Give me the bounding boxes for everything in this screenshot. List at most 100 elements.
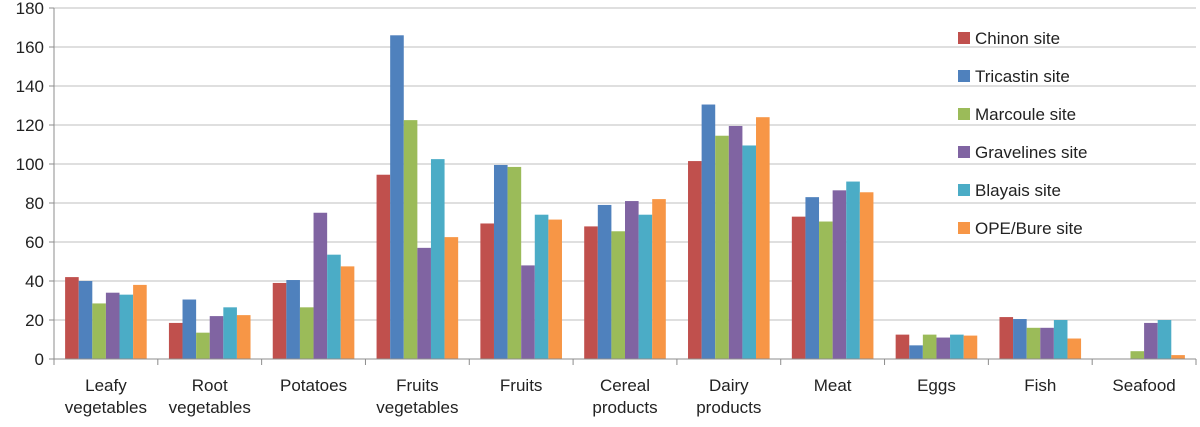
y-tick-label: 160 [16,38,44,57]
bar [909,345,923,359]
bar [895,334,910,359]
bar [791,216,806,359]
legend-swatch [958,146,970,158]
bar [950,334,964,359]
bar [390,35,404,360]
x-tick-label: Meat [814,376,852,395]
y-axis-ticks: 0 20 40 60 80 100 120 140 160 180 [16,0,44,369]
bar [236,315,251,359]
bar [756,117,770,359]
bar [78,281,93,359]
y-tick-label: 40 [25,272,44,291]
bar [1171,355,1185,359]
x-tick-label: Fruits [500,376,543,395]
bar [819,221,833,359]
bar [105,292,120,359]
bar [65,277,79,359]
bar [715,135,729,359]
x-tick-label: Potatoes [280,376,347,395]
bar [92,303,106,359]
bar [688,161,702,359]
bar [299,307,314,359]
bar [493,164,508,359]
bar [168,322,183,359]
bar [209,316,224,359]
bar [584,226,598,359]
x-tick-label: products [592,398,657,417]
bar [1130,351,1145,359]
bar [597,204,612,359]
bar [272,282,287,359]
bar [611,231,625,359]
legend-swatch [958,184,970,196]
bar [1013,319,1027,359]
bar [652,199,666,359]
legend-swatch [958,222,970,234]
legend-label: OPE/Bure site [975,219,1083,238]
axes [49,7,1197,365]
x-tick-label: Root [192,376,228,395]
bar [805,197,820,359]
x-tick-label: vegetables [376,398,458,417]
y-tick-label: 60 [25,233,44,252]
x-tick-label: vegetables [65,398,147,417]
y-tick-label: 20 [25,311,44,330]
bars [65,35,1185,360]
bar [1040,327,1054,359]
x-tick-label: products [696,398,761,417]
bar [1067,338,1082,359]
x-axis-ticks: Leafy vegetables Root vegetables Potatoes Fru… [65,376,1176,417]
y-tick-label: 120 [16,116,44,135]
x-tick-label: Leafy [85,376,127,395]
bar [728,125,743,359]
legend-label: Blayais site [975,181,1061,200]
bar [196,332,210,359]
bar [119,294,134,359]
x-tick-label: Fruits [396,376,439,395]
bar [832,190,847,359]
legend-label: Marcoule site [975,105,1076,124]
bar [340,266,355,359]
legend-label: Tricastin site [975,67,1070,86]
bar [638,214,653,359]
legend-swatch [958,70,970,82]
bar [1026,327,1041,359]
legend: Chinon site Tricastin site Marcoule site Gr… [958,29,1087,238]
y-tick-label: 100 [16,155,44,174]
bar [430,159,445,359]
x-tick-label: Eggs [917,376,956,395]
bar [403,120,418,359]
bar [182,299,197,359]
bar [521,265,535,359]
bar [922,334,937,359]
bar [534,214,549,359]
bar [1144,322,1158,359]
bar [859,192,874,359]
gridlines [54,7,1196,321]
x-tick-label: Fish [1024,376,1056,395]
bar [936,337,951,359]
y-tick-label: 0 [35,350,44,369]
bar [133,284,147,359]
bar [480,223,494,359]
x-tick-label: Cereal [600,376,650,395]
bar [999,317,1014,359]
bar [742,145,757,359]
bar [701,104,716,360]
bar [548,219,562,359]
bar [417,247,431,359]
bar [327,254,341,359]
x-tick-label: Seafood [1112,376,1175,395]
x-tick-label: Dairy [709,376,749,395]
bar [313,212,328,359]
x-tick-label: vegetables [169,398,251,417]
bar [507,166,522,359]
y-tick-label: 180 [16,0,44,18]
bar [444,237,459,359]
legend-label: Chinon site [975,29,1060,48]
bar [1053,320,1068,359]
legend-label: Gravelines site [975,143,1087,162]
bar [223,307,237,359]
